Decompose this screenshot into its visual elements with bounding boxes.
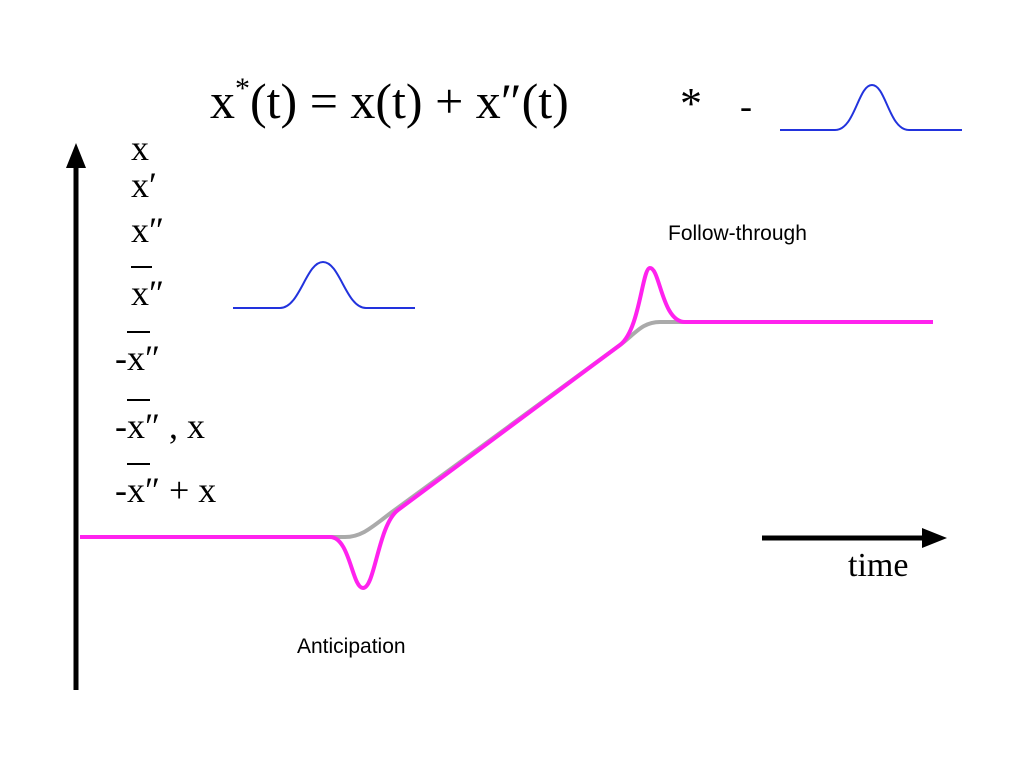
label-part: - [115, 470, 127, 510]
title-sup: * [235, 72, 250, 105]
label-part: x″ [127, 338, 160, 378]
title-formula: x*(t) = x(t) + x″(t) [210, 72, 569, 129]
follow-through-label: Follow-through [668, 222, 807, 245]
label-part: x″ [131, 210, 164, 250]
label-part: x [131, 128, 149, 168]
label: -x″ + x [115, 470, 216, 510]
label-part: x″ [131, 273, 164, 313]
label-part: x″ [127, 406, 160, 446]
label: -x″ , x [115, 406, 205, 446]
label: x′ [131, 165, 157, 205]
time-axis-arrow [922, 528, 947, 548]
anticipation-label: Anticipation [297, 635, 406, 658]
label-part: x′ [131, 165, 157, 205]
gaussian [233, 260, 415, 309]
label: x [131, 128, 149, 168]
title-base: x [210, 73, 235, 129]
label: x″ [131, 210, 164, 250]
time-label: time [848, 547, 908, 584]
label: x″ [131, 273, 164, 313]
animated-curve [80, 265, 933, 591]
label-part: , x [160, 406, 205, 446]
title-op: * [680, 79, 702, 128]
label: -x″ [115, 338, 160, 378]
label-part: - [115, 406, 127, 446]
label-part: x″ [127, 470, 160, 510]
title-rest: (t) = x(t) + x″(t) [250, 73, 569, 129]
title-minus: - [740, 86, 752, 126]
label-part: + x [160, 470, 216, 510]
y-axis-arrow [66, 143, 86, 168]
gaussian-title [780, 83, 962, 131]
label-part: - [115, 338, 127, 378]
